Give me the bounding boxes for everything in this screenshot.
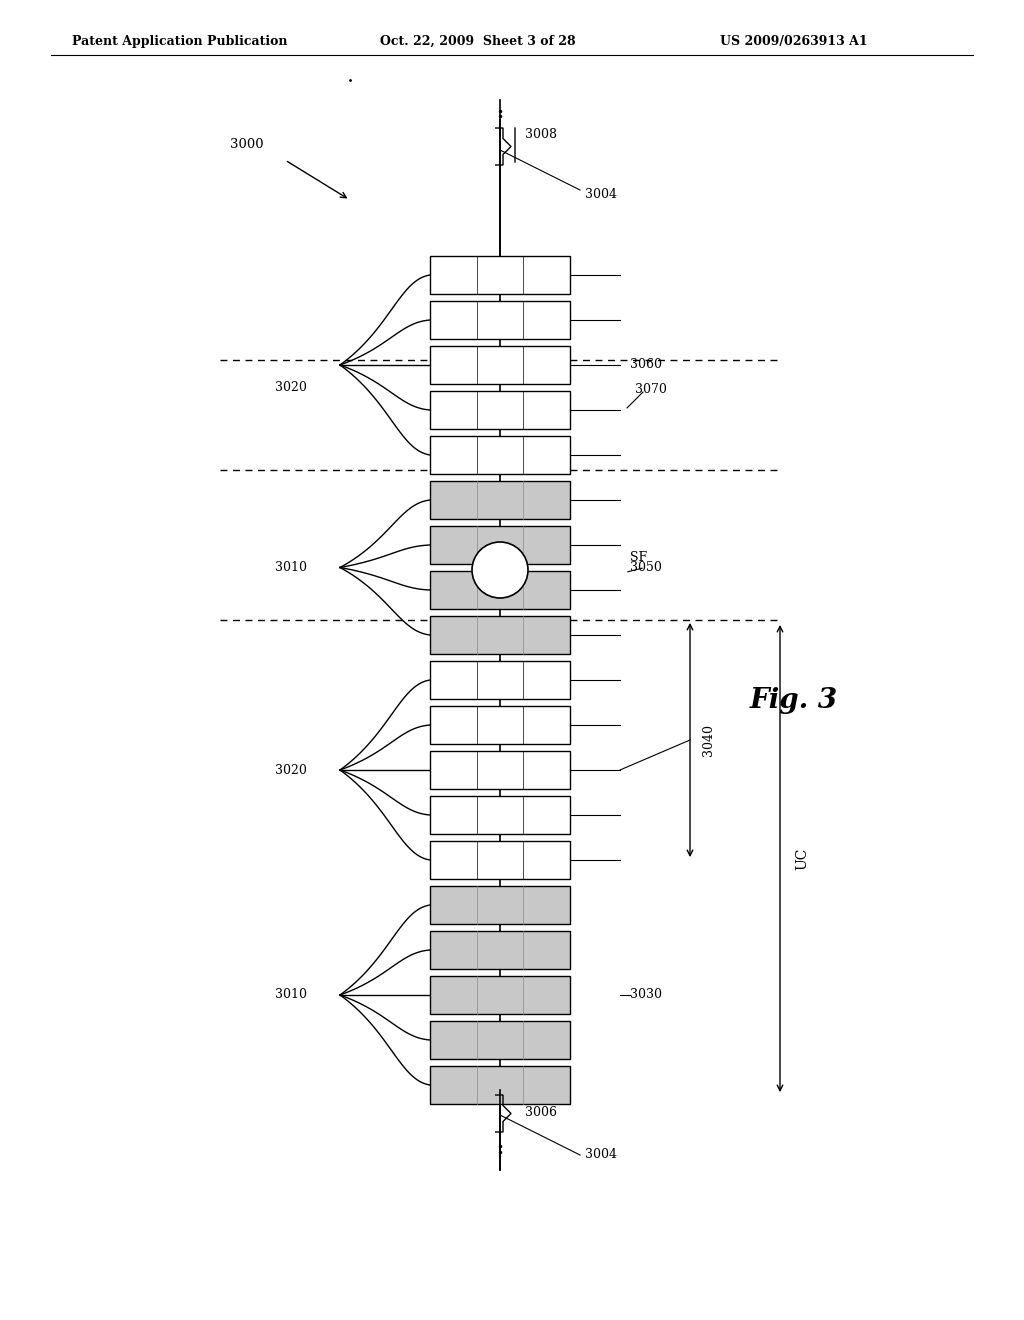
Bar [430,256,570,294]
Text: 3020: 3020 [275,763,307,776]
Bar [430,1067,570,1104]
Text: 3050: 3050 [630,561,662,574]
Bar [430,301,570,339]
Text: 3070: 3070 [635,384,667,396]
Text: 3040: 3040 [702,723,715,756]
Bar [430,480,570,519]
Text: 3006: 3006 [525,1106,557,1119]
Bar [430,841,570,879]
Bar [430,661,570,700]
Text: 3008: 3008 [525,128,557,141]
Text: 3010: 3010 [275,989,307,1002]
Text: 3004: 3004 [585,189,617,202]
Text: 3030: 3030 [630,989,662,1002]
Text: 3060: 3060 [630,359,662,371]
Text: SF: SF [630,550,647,564]
Circle shape [472,543,528,598]
Bar [430,346,570,384]
Text: UC: UC [795,847,809,870]
Text: 3010: 3010 [275,561,307,574]
Bar [430,796,570,834]
Text: 3004: 3004 [585,1148,617,1162]
Bar [430,616,570,653]
Text: 3000: 3000 [230,139,263,152]
Text: Fig. 3: Fig. 3 [750,686,838,714]
Bar [430,436,570,474]
Bar [430,1020,570,1059]
Bar [430,751,570,789]
Text: Oct. 22, 2009  Sheet 3 of 28: Oct. 22, 2009 Sheet 3 of 28 [380,36,575,48]
Bar [430,572,570,609]
Bar [430,525,570,564]
Bar [430,886,570,924]
Text: US 2009/0263913 A1: US 2009/0263913 A1 [720,36,867,48]
Text: 3020: 3020 [275,381,307,393]
Bar [430,706,570,744]
Text: Patent Application Publication: Patent Application Publication [72,36,288,48]
Bar [430,975,570,1014]
Bar [430,931,570,969]
Bar [430,391,570,429]
